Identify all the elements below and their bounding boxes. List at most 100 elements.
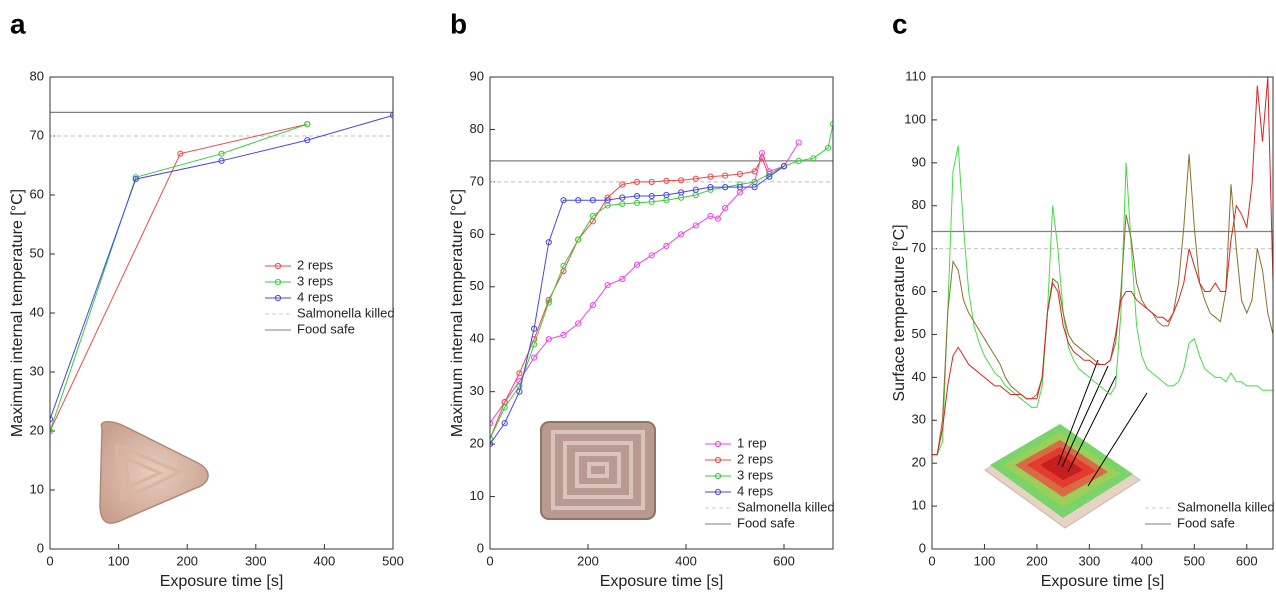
data-point xyxy=(575,197,582,204)
x-tick-label: 600 xyxy=(1236,553,1258,568)
data-point xyxy=(531,341,538,348)
legend-label: Salmonella killed xyxy=(737,499,835,514)
data-point xyxy=(722,184,729,191)
y-tick-label: 0 xyxy=(919,540,926,555)
series-line xyxy=(50,114,393,420)
legend-label: 3 reps xyxy=(297,273,334,288)
y-tick-label: 40 xyxy=(30,304,44,319)
data-point xyxy=(678,177,685,184)
legend-label: 1 rep xyxy=(737,435,767,450)
data-point xyxy=(516,388,523,395)
legend-label: Food safe xyxy=(737,515,795,530)
y-tick-label: 10 xyxy=(912,498,926,513)
data-point xyxy=(490,420,494,427)
y-tick-label: 110 xyxy=(905,68,926,83)
data-point xyxy=(795,157,802,165)
data-point xyxy=(692,175,699,182)
y-tick-label: 40 xyxy=(912,369,926,384)
data-point xyxy=(304,121,311,128)
y-tick-label: 100 xyxy=(904,111,926,126)
y-tick-label: 40 xyxy=(470,331,484,346)
x-axis-label: Exposure time [s] xyxy=(160,573,284,590)
data-point xyxy=(560,197,567,204)
y-axis-label: Maximum internal temperature [°C] xyxy=(449,189,466,437)
series-line xyxy=(932,154,1273,456)
data-point xyxy=(545,299,552,306)
data-point xyxy=(304,137,311,144)
printed-pyramid xyxy=(984,359,1148,529)
data-point xyxy=(633,178,641,185)
legend-label: 4 reps xyxy=(737,483,774,498)
data-point xyxy=(575,320,582,327)
y-tick-label: 50 xyxy=(912,326,926,341)
data-point xyxy=(663,242,670,249)
y-tick-label: 30 xyxy=(470,383,484,398)
data-point xyxy=(589,302,597,309)
series-line xyxy=(932,77,1273,456)
sample-texture xyxy=(114,442,184,503)
data-point xyxy=(751,184,758,191)
data-point xyxy=(678,189,685,196)
y-axis-label: Maximum internal temperature [°C] xyxy=(9,189,26,437)
y-tick-label: 10 xyxy=(470,488,484,503)
data-point xyxy=(648,252,655,259)
data-point xyxy=(619,200,626,208)
data-point xyxy=(633,192,641,200)
series-line xyxy=(50,123,308,432)
data-point xyxy=(633,199,641,206)
legend-marker xyxy=(714,488,722,496)
data-point xyxy=(501,420,508,427)
x-axis-label: Exposure time [s] xyxy=(600,573,724,590)
data-point xyxy=(736,170,744,178)
data-point xyxy=(604,197,611,204)
y-tick-label: 20 xyxy=(912,455,926,470)
data-point xyxy=(810,155,817,162)
series-line xyxy=(490,157,785,440)
axes-box xyxy=(931,76,1274,550)
y-tick-label: 30 xyxy=(30,363,44,378)
x-tick-label: 300 xyxy=(1079,553,1101,568)
x-tick-label: 500 xyxy=(382,553,404,568)
y-tick-label: 60 xyxy=(470,226,484,241)
data-point xyxy=(619,181,626,188)
y-tick-label: 50 xyxy=(30,245,44,260)
y-tick-label: 60 xyxy=(912,283,926,298)
x-tick-label: 400 xyxy=(1131,553,1153,568)
panel-label: b xyxy=(450,8,467,39)
data-point xyxy=(648,198,655,205)
x-tick-label: 100 xyxy=(974,553,996,568)
x-axis-label: Exposure time [s] xyxy=(1041,573,1165,590)
plot-area xyxy=(932,77,1273,456)
y-tick-label: 60 xyxy=(30,186,44,201)
y-tick-label: 0 xyxy=(37,540,44,555)
sample-square xyxy=(540,421,656,520)
data-point xyxy=(736,184,744,191)
data-point xyxy=(766,173,773,180)
data-point xyxy=(707,184,714,191)
y-tick-label: 0 xyxy=(477,540,484,555)
data-point xyxy=(780,163,788,170)
data-point xyxy=(132,175,139,183)
y-tick-label: 70 xyxy=(912,240,926,255)
y-tick-label: 80 xyxy=(912,197,926,212)
x-tick-label: 300 xyxy=(245,553,267,568)
legend-marker xyxy=(274,278,282,286)
data-point xyxy=(177,150,184,157)
legend-marker xyxy=(714,456,722,464)
data-point xyxy=(604,282,611,289)
y-tick-label: 70 xyxy=(470,173,484,188)
data-point xyxy=(829,121,833,128)
data-point xyxy=(545,239,552,246)
legend-marker xyxy=(274,262,282,270)
x-tick-label: 0 xyxy=(486,553,493,568)
legend-label: 2 reps xyxy=(737,451,774,466)
series-line xyxy=(490,142,800,424)
x-tick-label: 100 xyxy=(108,553,130,568)
data-point xyxy=(692,222,699,229)
data-point xyxy=(490,435,494,442)
legend-label: 2 reps xyxy=(297,257,334,272)
y-tick-label: 20 xyxy=(30,422,44,437)
data-point xyxy=(589,212,597,220)
x-tick-label: 400 xyxy=(314,553,336,568)
data-point xyxy=(795,139,802,146)
